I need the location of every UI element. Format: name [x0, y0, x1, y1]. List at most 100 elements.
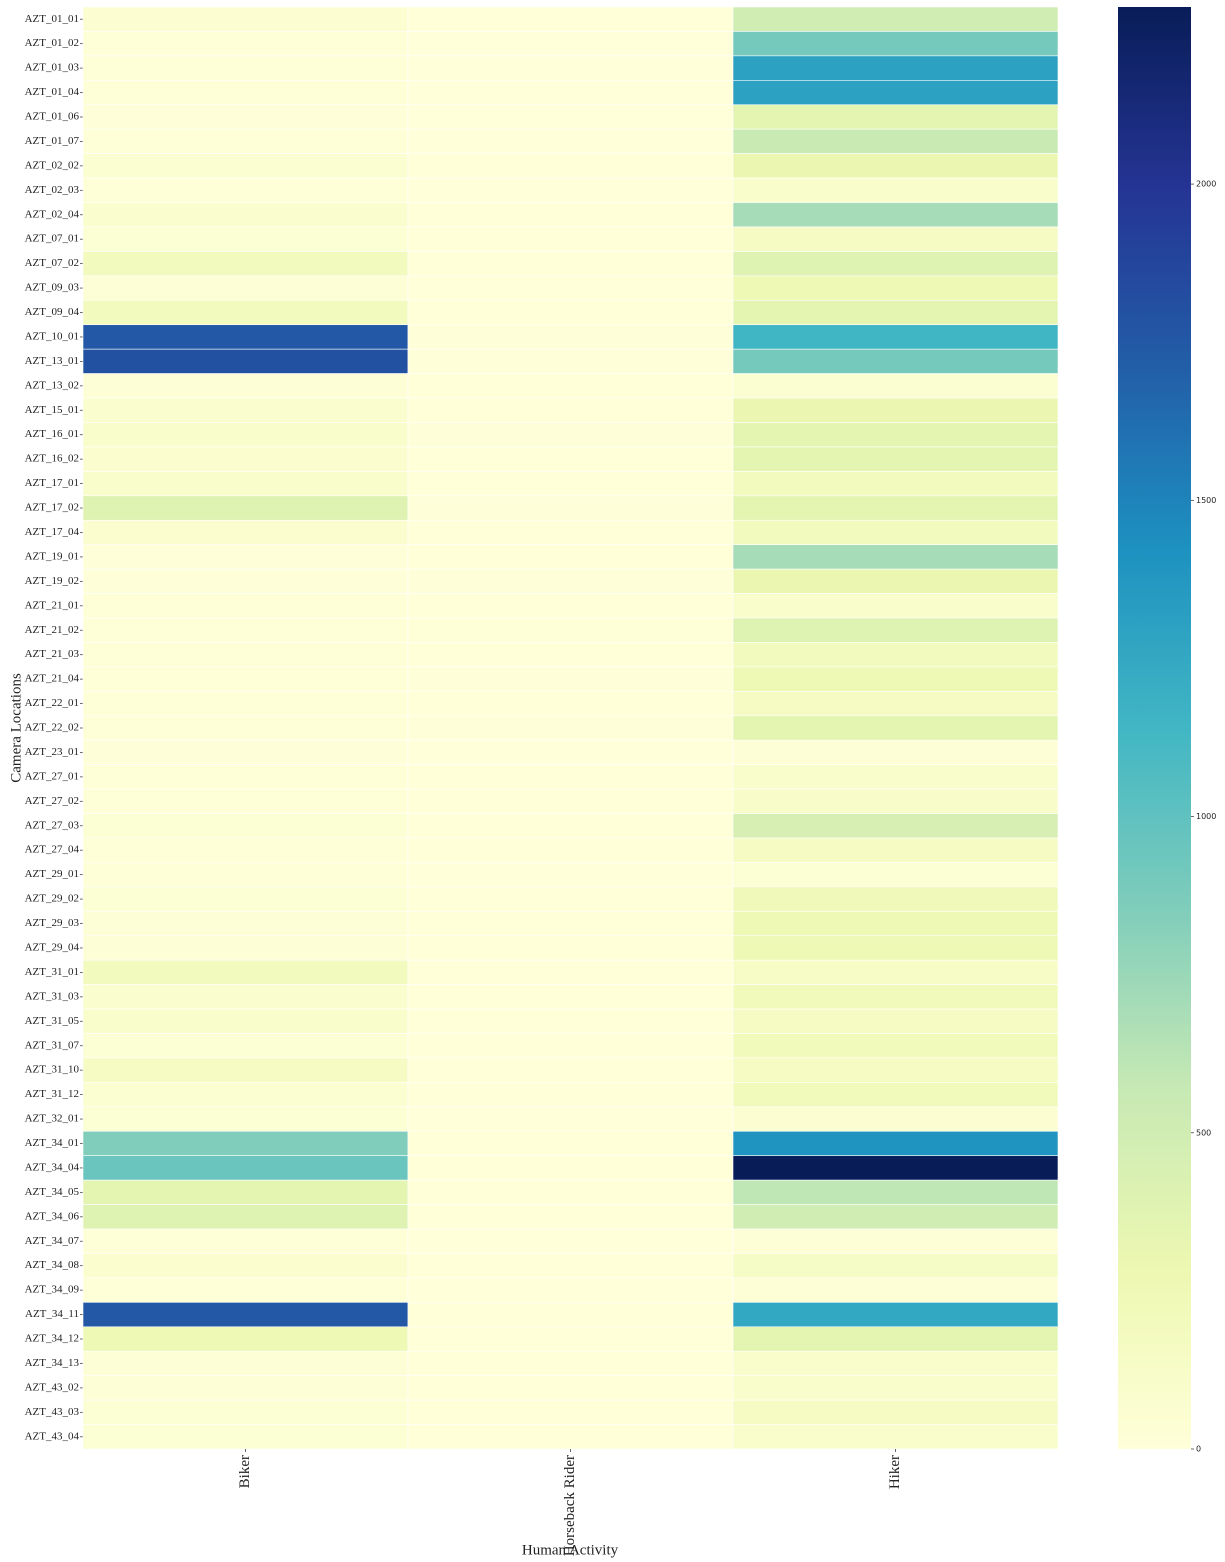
heatmap-cell [82, 324, 409, 350]
heatmap-cell [732, 519, 1059, 545]
heatmap-cell [82, 1106, 409, 1132]
y-tick-label: AZT_10_01 [25, 330, 79, 342]
heatmap-cell [82, 1399, 409, 1425]
y-tick-label: AZT_34_07 [25, 1235, 80, 1247]
heatmap-cell [732, 1399, 1059, 1425]
heatmap-cell [407, 1033, 734, 1059]
heatmap-cell [732, 373, 1059, 399]
y-tick-label: AZT_01_02 [25, 37, 79, 49]
colorbar-tick-label: 500 [1196, 1128, 1211, 1137]
heatmap-cell [732, 128, 1059, 154]
heatmap-cell [82, 153, 409, 179]
y-tick-label: AZT_16_01 [25, 428, 79, 440]
heatmap-cell [82, 128, 409, 154]
heatmap-cell [732, 1033, 1059, 1059]
heatmap-cell [82, 1375, 409, 1401]
heatmap-cell [732, 1008, 1059, 1034]
heatmap-cell [82, 1179, 409, 1205]
heatmap-cell [82, 593, 409, 619]
heatmap-cell [732, 324, 1059, 350]
heatmap-cell [732, 1179, 1059, 1205]
heatmap-cell [407, 251, 734, 277]
heatmap-cell [732, 226, 1059, 252]
y-tick-label: AZT_34_08 [25, 1259, 80, 1271]
heatmap-cell [407, 739, 734, 765]
heatmap-cell [82, 715, 409, 741]
heatmap-cell [82, 691, 409, 717]
heatmap-cell [732, 1228, 1059, 1254]
heatmap-cell [407, 446, 734, 472]
heatmap-cell [82, 299, 409, 326]
heatmap-cell [82, 666, 409, 692]
heatmap-cell [732, 202, 1059, 228]
heatmap-cell [82, 104, 409, 130]
heatmap-cell [732, 544, 1059, 570]
heatmap-cell [732, 1424, 1059, 1450]
heatmap-cell [407, 1082, 734, 1108]
heatmap-cell [732, 1350, 1059, 1376]
heatmap-cell [407, 617, 734, 643]
heatmap-cell [82, 1130, 409, 1157]
heatmap-cell [82, 935, 409, 961]
heatmap-cell [732, 177, 1059, 203]
heatmap-cell [732, 617, 1059, 643]
heatmap-cell [732, 739, 1059, 765]
heatmap-cell [407, 348, 734, 374]
heatmap-cell [732, 788, 1059, 814]
heatmap-cell [407, 1424, 734, 1450]
y-tick-label: AZT_17_02 [25, 502, 79, 514]
y-tick-label: AZT_09_04 [25, 306, 80, 318]
y-tick-label: AZT_43_04 [25, 1430, 80, 1442]
y-tick-label: AZT_27_04 [25, 844, 80, 856]
heatmap-cell [407, 1130, 734, 1157]
heatmap-cell [82, 813, 409, 839]
heatmap-cell [82, 202, 409, 228]
y-tick-label: AZT_21_03 [25, 648, 80, 660]
heatmap-cell [407, 397, 734, 423]
y-tick-label: AZT_31_12 [25, 1088, 79, 1100]
y-tick-label: AZT_16_02 [25, 453, 79, 465]
heatmap-cell [407, 128, 734, 154]
heatmap-cell [732, 471, 1059, 497]
y-tick-label: AZT_27_01 [25, 770, 79, 782]
y-tick-label: AZT_34_13 [25, 1357, 80, 1369]
heatmap-cell [407, 299, 734, 326]
heatmap-cell [732, 275, 1059, 301]
heatmap-cell [407, 80, 734, 106]
heatmap-cell [407, 568, 734, 594]
heatmap-cell [82, 495, 409, 521]
heatmap-cell [732, 837, 1059, 863]
x-tick-label: Biker [237, 1455, 253, 1488]
y-tick-label: AZT_19_01 [25, 550, 79, 562]
y-tick-label: AZT_34_09 [25, 1284, 80, 1296]
heatmap-cell [407, 764, 734, 790]
heatmap-cell [732, 984, 1059, 1010]
heatmap-cell [732, 251, 1059, 277]
heatmap-cell [407, 1228, 734, 1254]
heatmap-cell [732, 666, 1059, 692]
heatmap-cell [407, 1350, 734, 1376]
heatmap-cell [407, 1253, 734, 1279]
heatmap-cell [82, 348, 409, 374]
y-tick-label: AZT_01_03 [25, 62, 80, 74]
heatmap-cell [732, 862, 1059, 888]
y-tick-label: AZT_02_03 [25, 184, 80, 196]
y-tick-label: AZT_21_04 [25, 673, 80, 685]
heatmap-cell [82, 226, 409, 252]
heatmap-cell [82, 177, 409, 203]
y-tick-label: AZT_21_01 [25, 599, 79, 611]
heatmap-cell [407, 55, 734, 81]
heatmap-cell [82, 911, 409, 937]
heatmap-cell [732, 1277, 1059, 1303]
y-tick-label: AZT_31_01 [25, 966, 79, 978]
heatmap-cell [732, 495, 1059, 521]
y-tick-label: AZT_21_02 [25, 624, 79, 636]
y-tick-label: AZT_27_03 [25, 819, 80, 831]
heatmap-cell [407, 1106, 734, 1132]
heatmap-cell [82, 1424, 409, 1450]
heatmap-cell [82, 31, 409, 57]
y-tick-label: AZT_31_07 [25, 1039, 80, 1051]
heatmap-cell [407, 104, 734, 130]
y-tick-label: AZT_13_01 [25, 355, 79, 367]
